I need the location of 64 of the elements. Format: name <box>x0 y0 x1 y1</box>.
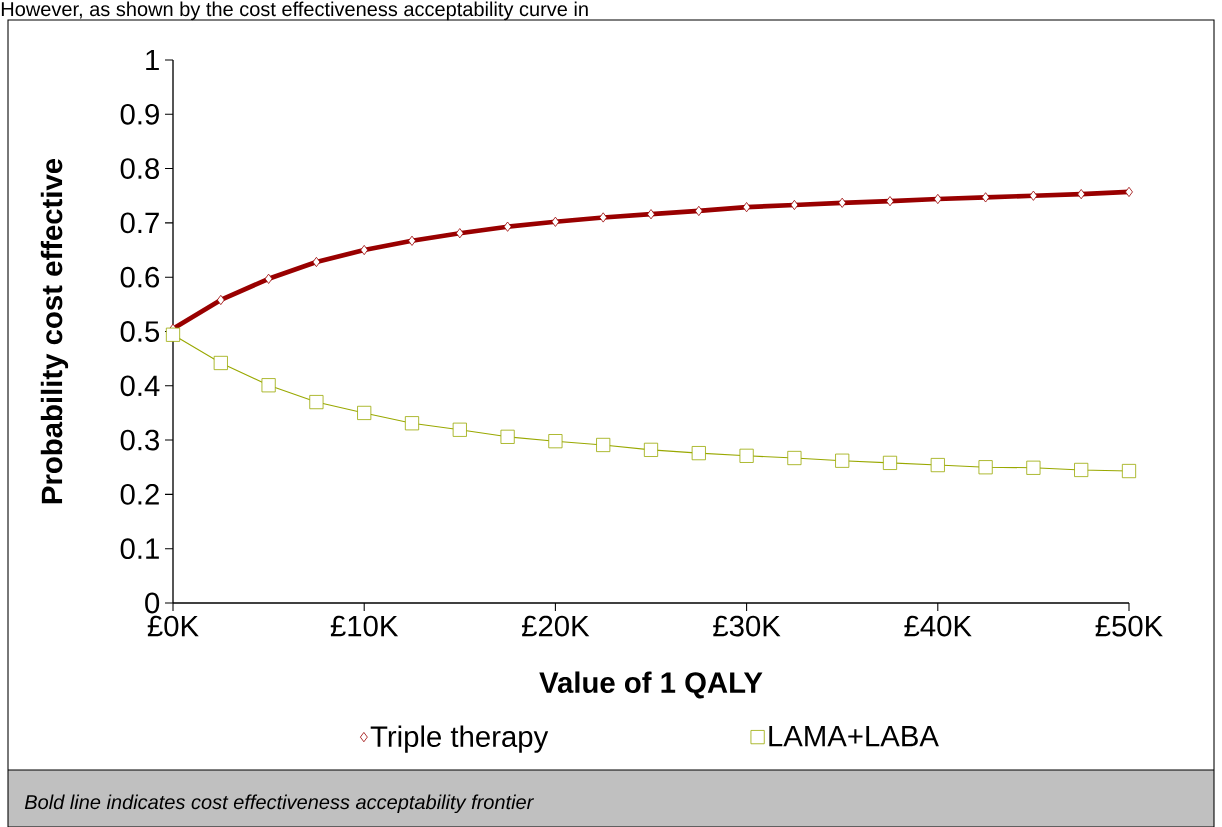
y-tick-label: 0.5 <box>120 321 160 342</box>
point <box>739 448 754 463</box>
y-tick-label: 0.4 <box>120 375 160 397</box>
point <box>309 395 324 410</box>
point <box>1026 460 1041 475</box>
point <box>599 212 608 223</box>
point <box>978 460 993 475</box>
point <box>882 455 898 470</box>
legend-label: LAMA+LABA <box>769 726 939 747</box>
y-tick-label: 0.9 <box>120 103 159 125</box>
text: Bold line indicates cost effectiveness acceptability frontier <box>24 794 535 814</box>
point <box>691 446 706 461</box>
point <box>1125 186 1133 197</box>
y-tick-label: 0.7 <box>120 212 159 234</box>
x-tick-label: £10K <box>330 615 399 637</box>
point <box>643 442 659 457</box>
point <box>551 216 560 227</box>
point <box>548 434 563 449</box>
y-tick-label: 0.3 <box>120 429 160 451</box>
point <box>933 193 942 205</box>
point <box>694 205 703 217</box>
legend-label: Triple therapy <box>370 725 549 753</box>
text: However, as shown by the cost effectiveness acceptability curve in <box>1 1 588 21</box>
point <box>455 228 464 239</box>
x-tick-label: £50K <box>1095 615 1163 637</box>
y-tick-label: 1 <box>146 49 159 71</box>
point <box>647 209 655 220</box>
point <box>838 197 847 208</box>
point <box>360 244 369 256</box>
y-tick-label: 0 <box>145 592 160 614</box>
point <box>787 450 802 466</box>
point <box>981 192 990 203</box>
point <box>500 429 515 444</box>
point <box>1074 462 1089 478</box>
point <box>742 202 751 213</box>
point <box>312 256 321 268</box>
point <box>790 199 799 211</box>
point <box>1029 190 1038 201</box>
x-tick-label: £40K <box>904 615 972 637</box>
point <box>596 437 611 453</box>
x-tick-label: £20K <box>521 615 590 637</box>
point <box>165 327 181 342</box>
x-axis-title: Value of 1 QALY <box>539 671 763 699</box>
point <box>452 422 467 437</box>
point <box>216 294 225 306</box>
point <box>835 453 850 468</box>
y-tick-label: 0.1 <box>120 538 159 560</box>
point <box>404 416 420 431</box>
point <box>357 405 372 420</box>
y-tick-label: 0.8 <box>120 158 160 179</box>
point <box>264 273 273 284</box>
y-tick-label: 0.2 <box>120 483 159 505</box>
x-tick-label: £0K <box>147 615 199 637</box>
point <box>930 458 945 473</box>
point <box>261 378 276 393</box>
point <box>213 355 228 371</box>
point <box>886 196 894 207</box>
point <box>1121 463 1137 479</box>
point <box>408 235 416 246</box>
y-tick-label: 0.6 <box>120 266 160 288</box>
point <box>1077 189 1086 200</box>
x-tick-label: £30K <box>713 615 781 637</box>
point <box>503 221 512 232</box>
y-axis-title: Probability cost effective <box>40 158 69 504</box>
